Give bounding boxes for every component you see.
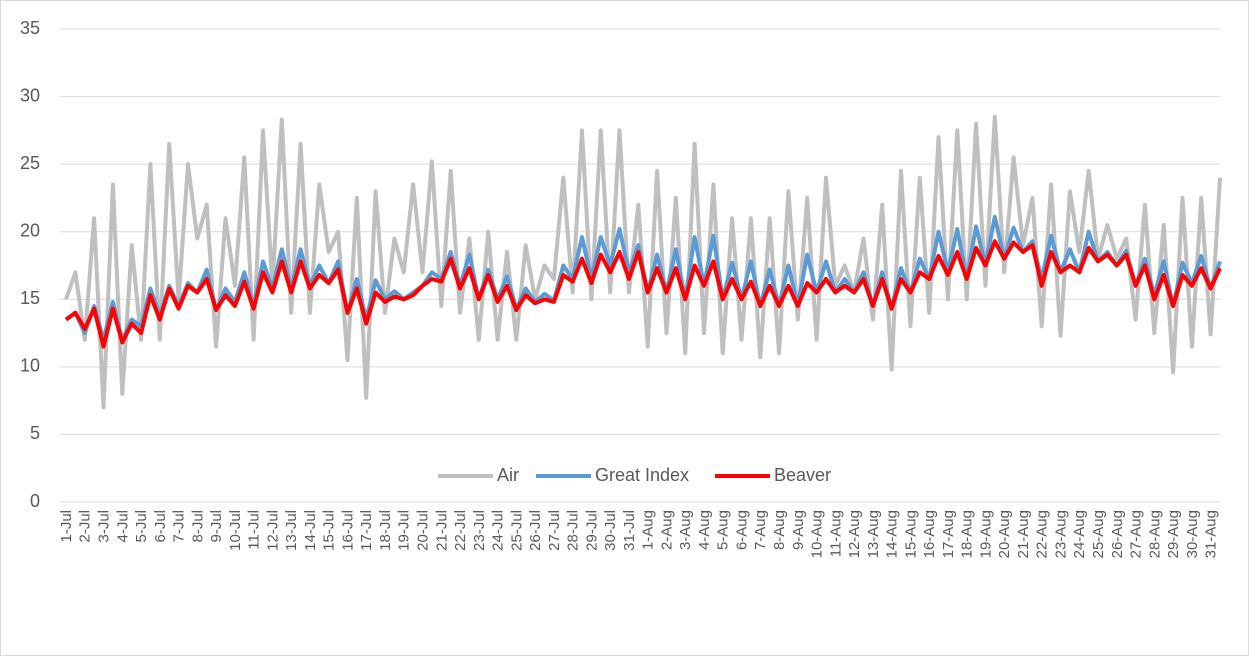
x-tick-label: 7-Jul bbox=[171, 510, 188, 543]
x-tick-label: 20-Jul bbox=[414, 510, 431, 551]
y-tick-label: 0 bbox=[30, 491, 40, 511]
x-tick-label: 29-Jul bbox=[583, 510, 600, 551]
x-tick-label: 12-Aug bbox=[846, 510, 863, 558]
x-tick-label: 19-Jul bbox=[396, 510, 413, 551]
x-tick-label: 28-Aug bbox=[1146, 510, 1163, 558]
x-tick-label: 22-Jul bbox=[452, 510, 469, 551]
x-tick-label: 20-Aug bbox=[996, 510, 1013, 558]
x-tick-label: 11-Jul bbox=[246, 510, 263, 550]
x-tick-label: 2-Aug bbox=[658, 510, 675, 550]
x-tick-label: 2-Jul bbox=[77, 510, 94, 543]
x-tick-label: 10-Aug bbox=[809, 510, 826, 558]
x-tick-label: 3-Jul bbox=[95, 510, 112, 543]
x-tick-label: 30-Aug bbox=[1184, 510, 1201, 558]
x-tick-label: 1-Jul bbox=[58, 510, 75, 543]
x-tick-label: 16-Aug bbox=[921, 510, 938, 558]
x-tick-label: 9-Jul bbox=[208, 510, 225, 543]
x-tick-label: 27-Jul bbox=[546, 510, 563, 551]
x-tick-label: 8-Aug bbox=[771, 510, 788, 550]
x-tick-label: 23-Aug bbox=[1052, 510, 1069, 558]
x-tick-label: 14-Jul bbox=[302, 510, 319, 551]
x-tick-label: 31-Aug bbox=[1203, 510, 1220, 558]
x-tick-label: 18-Aug bbox=[959, 510, 976, 558]
x-tick-label: 23-Jul bbox=[471, 510, 488, 551]
y-tick-label: 5 bbox=[30, 423, 40, 443]
x-tick-label: 4-Aug bbox=[696, 510, 713, 550]
x-tick-label: 26-Aug bbox=[1109, 510, 1126, 558]
y-tick-label: 25 bbox=[20, 153, 40, 173]
x-tick-label: 29-Aug bbox=[1165, 510, 1182, 558]
x-tick-label: 6-Aug bbox=[733, 510, 750, 550]
x-tick-label: 4-Jul bbox=[114, 510, 131, 543]
series-line bbox=[64, 239, 1222, 349]
x-tick-label: 15-Jul bbox=[321, 510, 338, 551]
x-tick-label: 15-Aug bbox=[902, 510, 919, 558]
y-tick-label: 10 bbox=[20, 356, 40, 376]
y-tick-label: 15 bbox=[20, 288, 40, 308]
legend-label: Great Index bbox=[595, 465, 689, 485]
x-tick-label: 1-Aug bbox=[640, 510, 657, 550]
x-tick-label: 22-Aug bbox=[1034, 510, 1051, 558]
x-tick-label: 24-Aug bbox=[1071, 510, 1088, 558]
x-tick-label: 18-Jul bbox=[377, 510, 394, 551]
x-tick-label: 31-Jul bbox=[621, 510, 638, 551]
x-tick-label: 5-Aug bbox=[715, 510, 732, 550]
x-tick-label: 7-Aug bbox=[752, 510, 769, 550]
x-tick-label: 13-Jul bbox=[283, 510, 300, 551]
x-tick-label: 14-Aug bbox=[884, 510, 901, 558]
x-tick-label: 28-Jul bbox=[565, 510, 582, 551]
x-tick-label: 13-Aug bbox=[865, 510, 882, 558]
x-tick-label: 27-Aug bbox=[1128, 510, 1145, 558]
x-tick-label: 17-Aug bbox=[940, 510, 957, 558]
x-tick-label: 12-Jul bbox=[264, 510, 281, 551]
x-tick-label: 21-Jul bbox=[433, 510, 450, 551]
y-tick-label: 20 bbox=[20, 220, 40, 240]
x-tick-label: 25-Jul bbox=[508, 510, 525, 551]
x-tick-label: 10-Jul bbox=[227, 510, 244, 551]
x-tick-label: 5-Jul bbox=[133, 510, 150, 543]
y-tick-label: 35 bbox=[20, 18, 40, 38]
x-tick-label: 21-Aug bbox=[1015, 510, 1032, 558]
x-tick-label: 26-Jul bbox=[527, 510, 544, 551]
x-tick-label: 11-Aug bbox=[827, 510, 844, 557]
x-tick-label: 24-Jul bbox=[490, 510, 507, 551]
x-tick-label: 17-Jul bbox=[358, 510, 375, 551]
y-tick-label: 30 bbox=[20, 85, 40, 105]
legend-label: Air bbox=[497, 465, 519, 485]
x-tick-label: 3-Aug bbox=[677, 510, 694, 550]
legend-label: Beaver bbox=[774, 465, 831, 485]
x-tick-label: 19-Aug bbox=[977, 510, 994, 558]
x-tick-label: 30-Jul bbox=[602, 510, 619, 551]
x-tick-label: 9-Aug bbox=[790, 510, 807, 550]
x-tick-label: 8-Jul bbox=[189, 510, 206, 543]
x-tick-label: 6-Jul bbox=[152, 510, 169, 543]
x-tick-label: 16-Jul bbox=[339, 510, 356, 551]
x-tick-label: 25-Aug bbox=[1090, 510, 1107, 558]
